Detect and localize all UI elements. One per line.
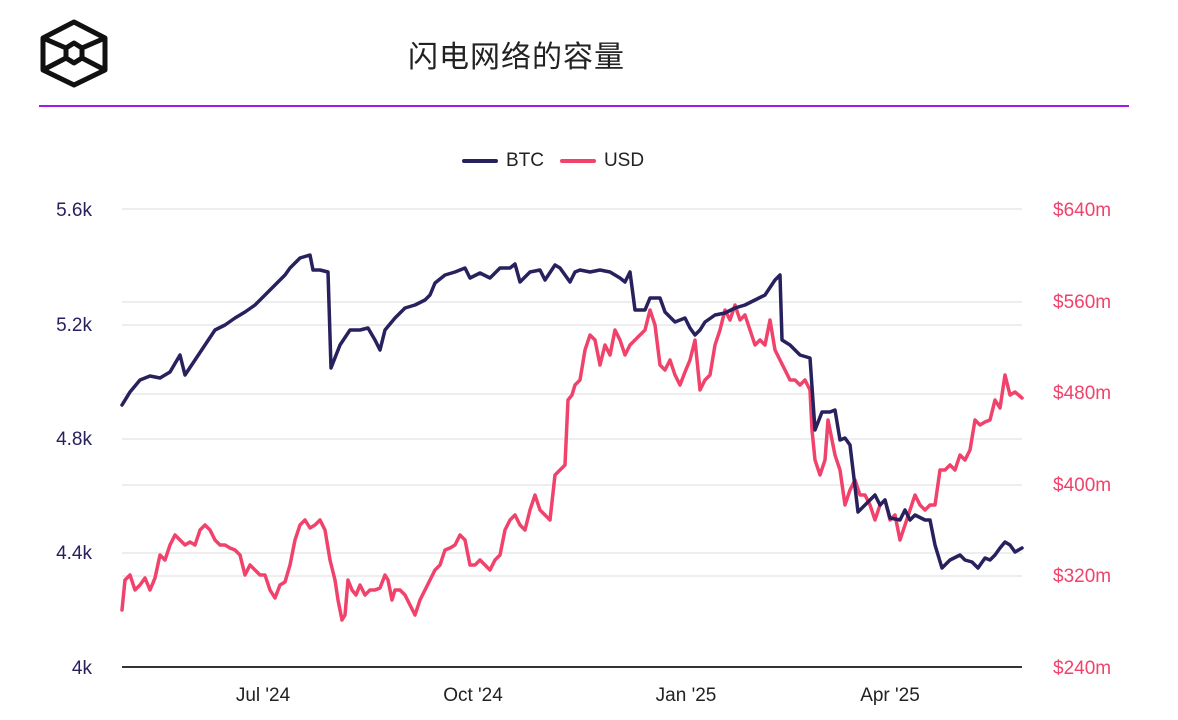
legend-label-btc: BTC [505, 150, 544, 171]
y-tick-label: $400m [1053, 475, 1112, 496]
y-tick-label: $240m [1053, 658, 1112, 679]
y-tick-label: 4k [71, 658, 92, 679]
x-tick-label: Apr '25 [860, 685, 920, 706]
chart-legend: BTC USD [0, 150, 1178, 172]
x-tick-label: Jan '25 [655, 685, 717, 706]
y-tick-label: $480m [1053, 383, 1112, 404]
chart-title: 闪电网络的容量 [408, 40, 625, 75]
legend-item-btc[interactable]: BTC [461, 150, 544, 172]
y-tick-label: $640m [1053, 200, 1112, 221]
y-tick-label: 4.8k [56, 429, 92, 450]
hexagon-cube-logo-icon [38, 18, 110, 88]
legend-item-usd[interactable]: USD [559, 150, 645, 172]
y-tick-label: $560m [1053, 292, 1112, 313]
btc-series-line [120, 253, 1024, 570]
x-tick-label: Jul '24 [235, 685, 291, 706]
y-tick-label: 4.4k [56, 543, 92, 564]
y-tick-label: 5.6k [56, 200, 92, 221]
btc-line-swatch-icon [461, 159, 498, 163]
usd-line-swatch-icon [559, 159, 596, 163]
gridlines [122, 208, 1022, 577]
header-divider [39, 105, 1129, 107]
legend-label-usd: USD [603, 150, 645, 171]
x-tick-label: Oct '24 [443, 685, 503, 706]
y-tick-label: 5.2k [56, 315, 92, 336]
y-tick-label: $320m [1053, 566, 1112, 587]
usd-series-line [120, 303, 1024, 622]
